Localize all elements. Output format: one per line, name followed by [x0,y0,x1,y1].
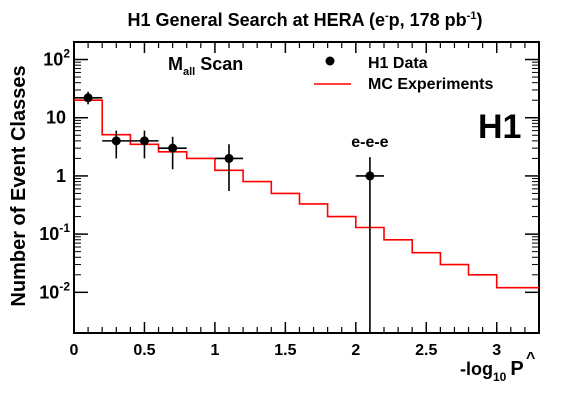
x-axis-label-var: P [510,358,523,380]
axis-ticks [73,41,539,333]
y-tick-label: 102 [43,47,70,70]
y-tick-label: 10-2 [39,279,70,302]
chart-title: H1 General Search at HERA (e-p, 178 pb-1… [128,10,483,30]
data-point [139,136,149,146]
plot-frame [73,41,540,334]
x-axis-label: -log10 P [460,358,524,384]
x-tick-label: 2 [351,342,360,359]
title-post: ) [476,10,482,30]
mc-histogram-line [74,99,539,289]
x-axis-label-main: -log [460,359,493,379]
x-tick-label: 3 [492,342,501,359]
x-tick-label: 1.5 [274,342,296,359]
axis-tick-labels: 0 0.5 1 1.5 2 2.5 3 102 10 1 10-1 10-2 [39,47,501,359]
title-sup1: - [385,10,389,22]
data-point [111,136,121,146]
experiment-label: H1 [478,108,521,146]
y-tick-label: 10-1 [39,221,70,244]
x-tick-label: 2.5 [415,342,437,359]
scan-label-rest: Scan [195,54,243,74]
x-axis-label-hat: ^ [526,350,535,367]
y-tick-label: 10 [46,108,66,128]
data-point [365,171,375,181]
legend-data-label: H1 Data [368,55,428,72]
legend: H1 Data MC Experiments [314,55,493,93]
annotation-eee: e-e-e [351,134,388,151]
data-point [83,93,93,103]
x-tick-label: 0.5 [133,342,155,359]
title-mid: p, 178 pb [389,10,467,30]
legend-data-marker [325,56,335,66]
x-axis-label-sub: 10 [493,370,507,384]
y-tick-label: 1 [56,166,66,186]
data-point [168,143,178,153]
scan-label-sub: all [183,66,195,78]
data-points [74,91,384,333]
y-axis-label: Number of Event Classes [8,65,30,306]
data-point [224,153,234,163]
scan-label-main: M [168,54,183,74]
x-tick-label: 1 [210,342,219,359]
title-pre: H1 General Search at HERA (e [128,10,385,30]
x-tick-label: 0 [70,342,79,359]
title-sup2: -1 [467,10,477,22]
legend-mc-label: MC Experiments [368,76,493,93]
scan-label: Mall Scan [168,54,243,78]
